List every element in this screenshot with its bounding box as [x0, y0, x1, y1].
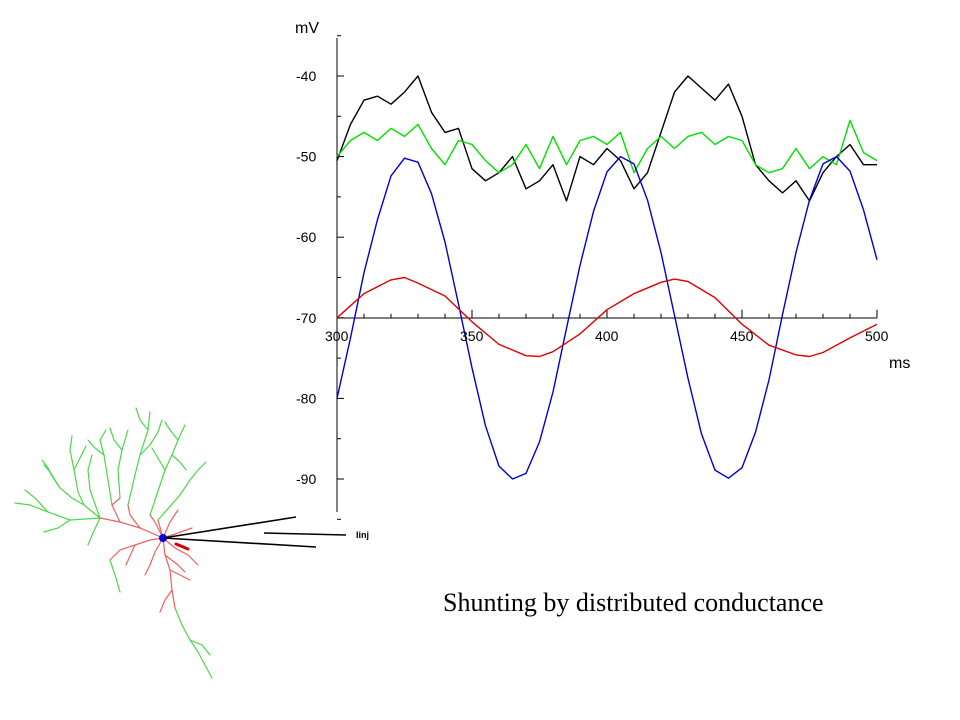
trace-4	[336, 276, 878, 358]
trace-1	[336, 75, 877, 202]
y-tick-label: -90	[296, 471, 316, 487]
y-tick-label: -70	[296, 310, 316, 326]
traces	[336, 75, 878, 480]
electrode-label: Iinj	[356, 530, 369, 540]
axon-stub	[174, 542, 190, 551]
trace-2	[336, 119, 878, 174]
y-tick-label: -60	[296, 229, 316, 245]
axis-tick-labels: -40 -50 -60 -70 -80 -90 300 350 400 450 500	[296, 68, 889, 487]
voltage-trace-chart: -40 -50 -60 -70 -80 -90 300 350 400 450 500 mV ms	[295, 20, 910, 520]
y-tick-label: -80	[296, 390, 316, 406]
x-tick-label: 400	[595, 328, 619, 344]
proximal-dendrites	[99, 497, 199, 613]
x-tick-label: 500	[865, 328, 889, 344]
x-tick-label: 300	[325, 328, 349, 344]
x-axis-unit: ms	[889, 355, 910, 372]
electrode	[162, 516, 347, 548]
y-tick-label: -50	[296, 149, 316, 165]
trace-3	[336, 155, 878, 480]
figure-caption: Shunting by distributed conductance	[443, 588, 824, 617]
y-tick-label: -40	[296, 68, 316, 84]
axis-ticks	[336, 35, 878, 520]
distal-dendrites	[14, 407, 213, 679]
y-axis-unit: mV	[295, 20, 319, 37]
x-tick-label: 350	[460, 328, 484, 344]
neuron-illustration: Iinj	[14, 407, 369, 679]
x-tick-label: 450	[730, 328, 754, 344]
